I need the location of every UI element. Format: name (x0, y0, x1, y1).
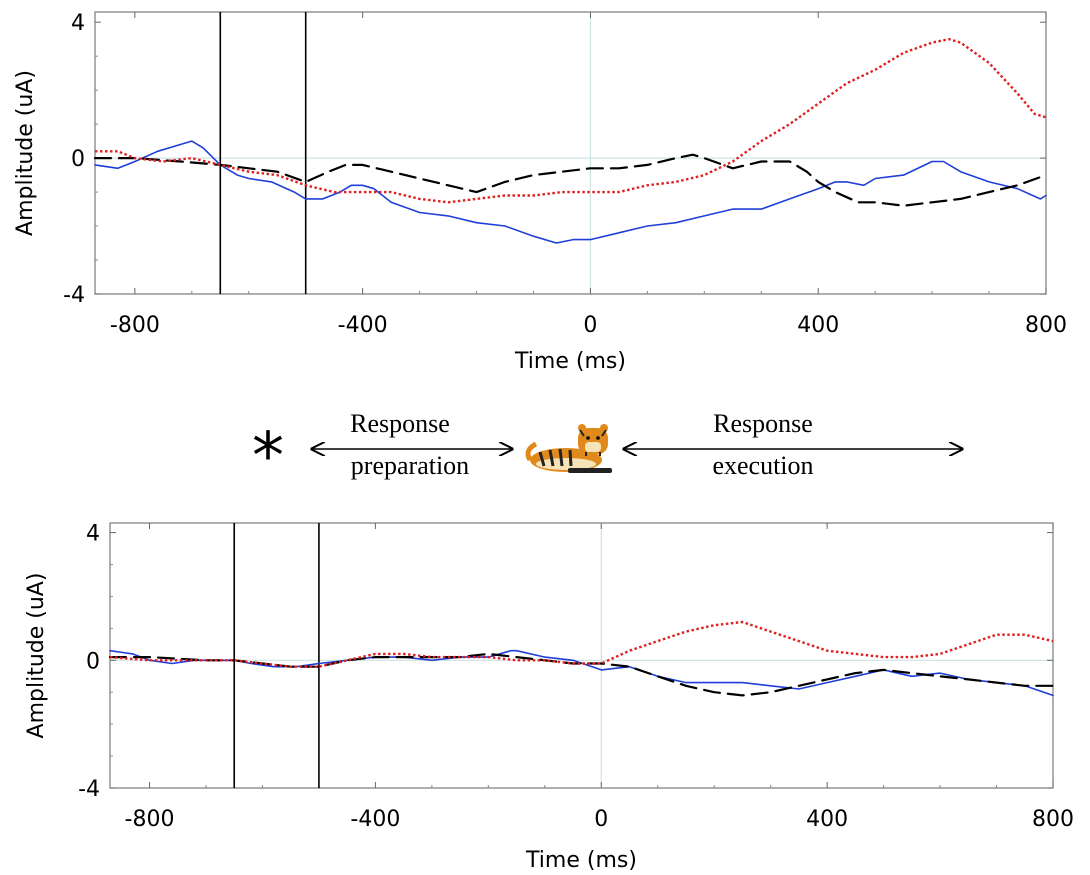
x-axis-title: Time (ms) (514, 349, 626, 374)
execution-label-line2: execution (712, 451, 813, 480)
series-line-solid (94, 140, 1047, 244)
series-line-dashed (93, 153, 1048, 207)
x-axis-title: Time (ms) (525, 848, 637, 873)
x-tick-label: -400 (338, 313, 388, 338)
x-tick-label: 0 (583, 313, 597, 338)
series-line-dotted (95, 38, 1047, 204)
x-tick-label: -800 (110, 313, 160, 338)
y-axis-title: Amplitude (uA) (13, 70, 38, 236)
x-tick-label: 400 (797, 313, 839, 338)
top-chart: -800 -400 0 400 800 -4 0 4 Time (ms) Amplitude (u… (13, 11, 1067, 374)
x-tick-label: 0 (594, 807, 608, 832)
x-tick-label: -400 (350, 807, 400, 832)
series-line-dashed (108, 652, 1055, 697)
x-tick-label: 800 (1025, 313, 1067, 338)
x-tick-label: -800 (125, 807, 175, 832)
y-tick-label: -4 (78, 777, 100, 802)
x-tick-label: 400 (806, 807, 848, 832)
plot-frame (94, 11, 1047, 295)
y-axis-title: Amplitude (uA) (24, 573, 49, 739)
y-tick-label: 0 (71, 147, 85, 172)
plot-frame (109, 522, 1054, 789)
execution-label-line1: Response (713, 409, 813, 438)
y-tick-label: 4 (71, 11, 85, 36)
y-tick-label: 4 (86, 522, 100, 547)
y-tick-label: 0 (86, 649, 100, 674)
x-tick-label: 800 (1032, 807, 1074, 832)
response-timeline: * Response preparation Response executio… (252, 409, 962, 494)
preparation-label-line2: preparation (351, 451, 469, 480)
series-line-dotted (109, 620, 1054, 668)
bottom-chart: -800 -400 0 400 800 -4 0 4 Time (ms) Amplitude (u… (24, 522, 1074, 873)
y-tick-label: -4 (63, 283, 85, 308)
asterisk-marker: * (252, 420, 284, 494)
preparation-label-line1: Response (350, 409, 450, 438)
tiger-icon (525, 424, 612, 473)
